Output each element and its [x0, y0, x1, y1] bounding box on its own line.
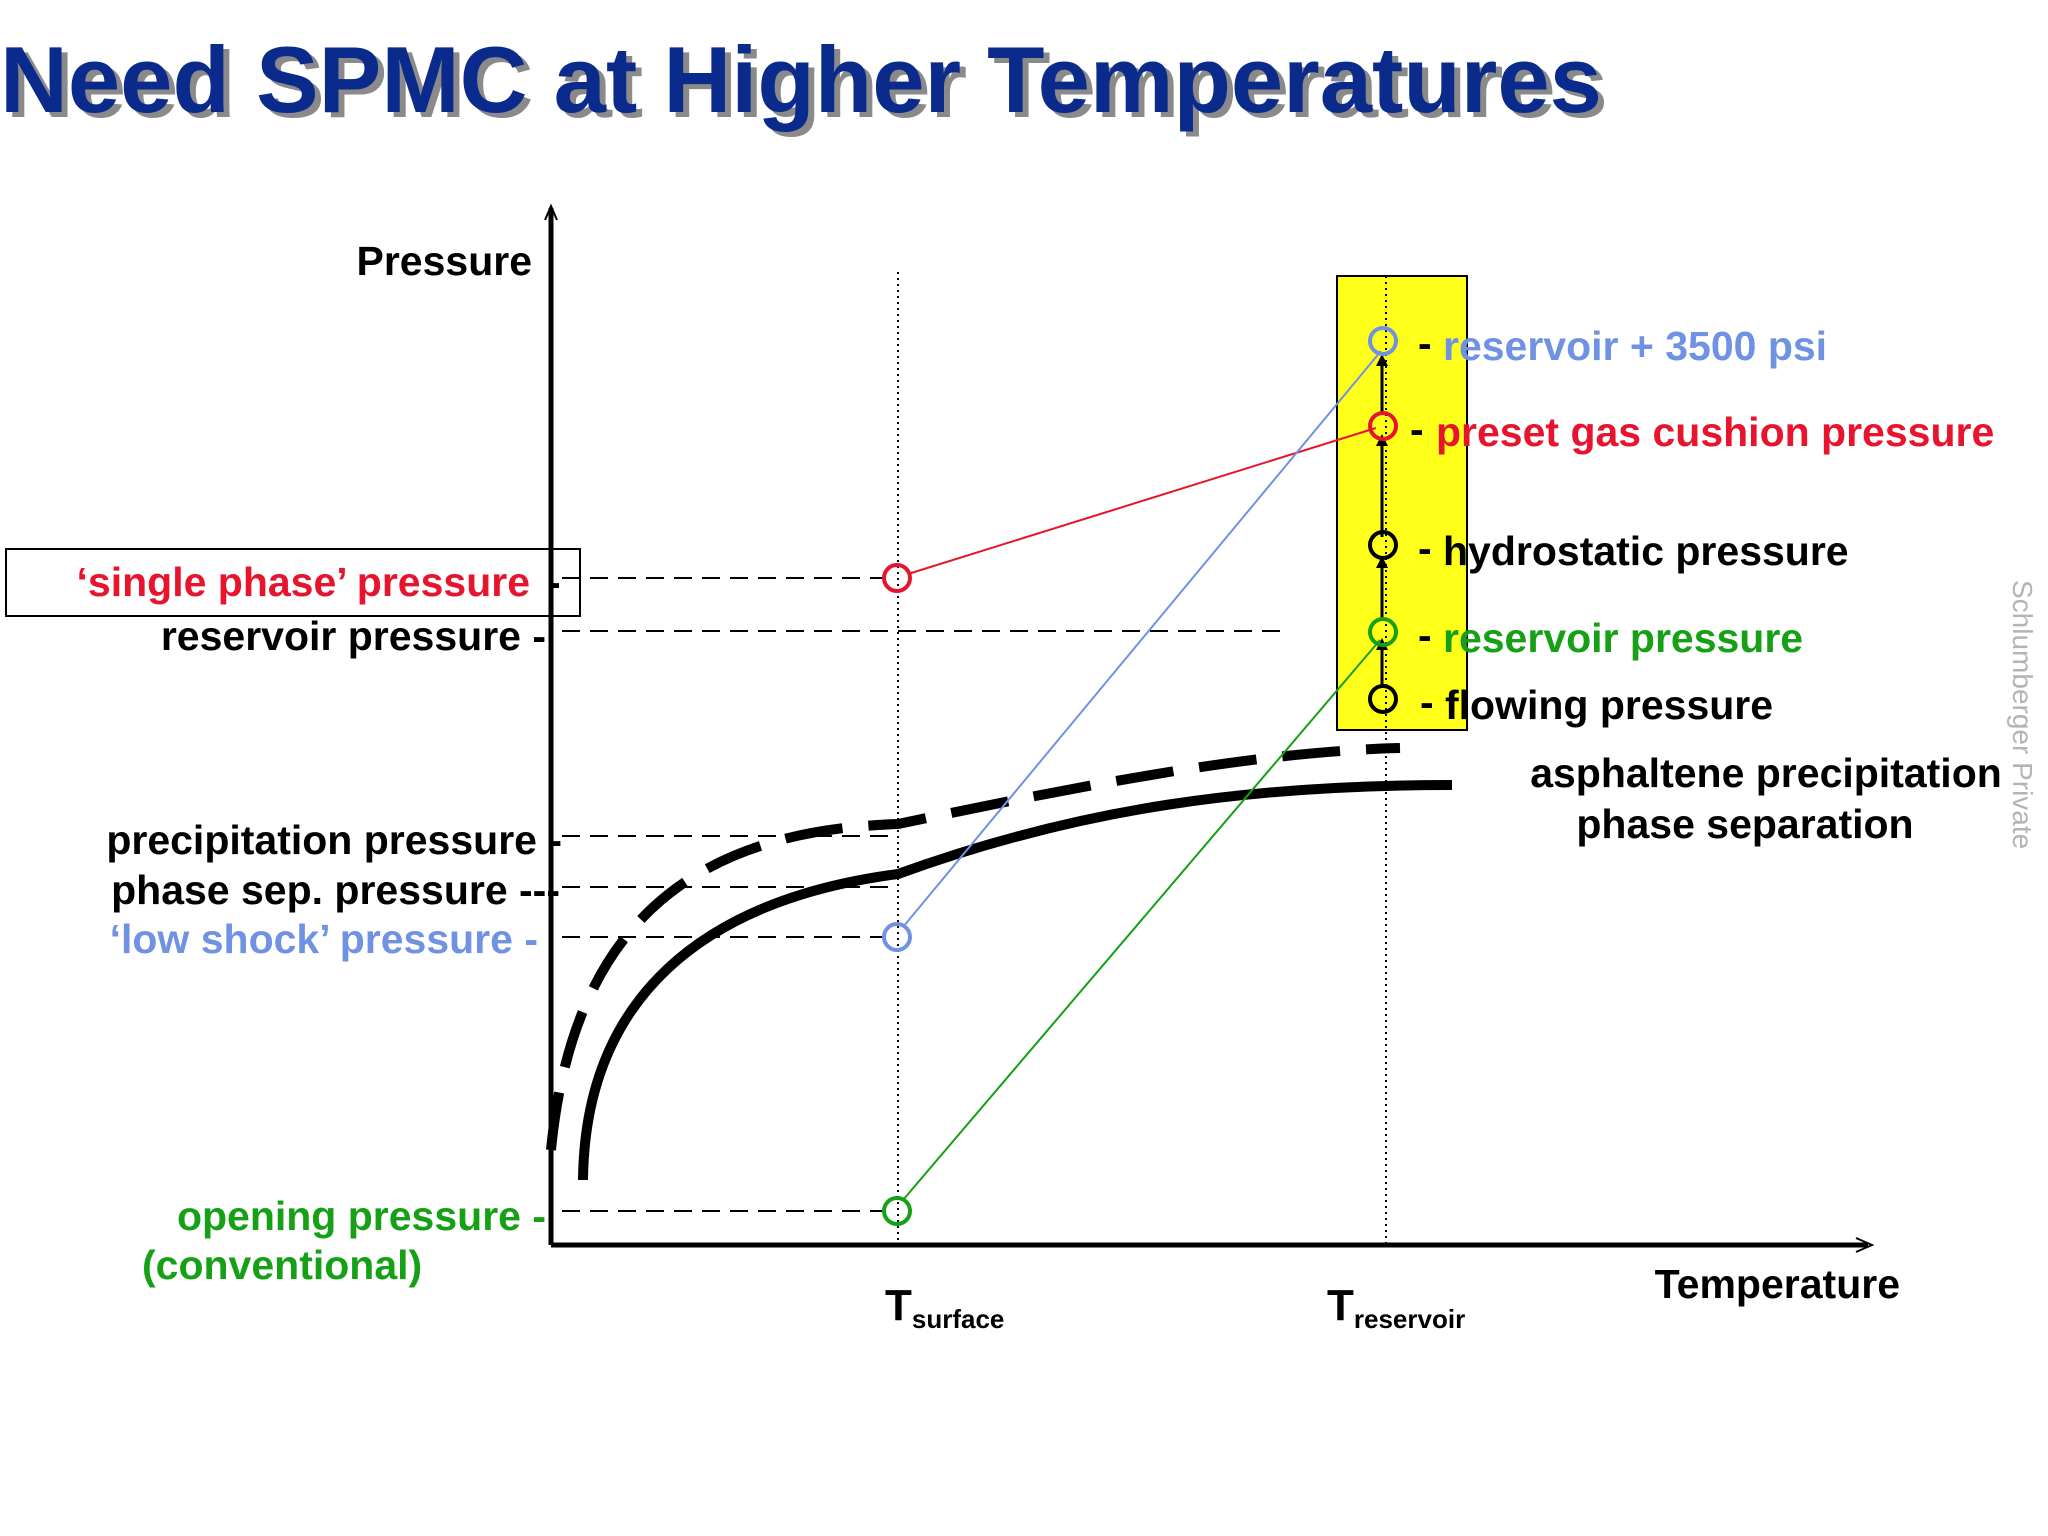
y-axis-arrow-icon	[544, 203, 558, 221]
x-axis-arrow-icon	[1855, 1237, 1875, 1253]
opening-pressure-conventional-label: (conventional)	[142, 1242, 422, 1288]
flowing-dash: -	[1420, 679, 1434, 725]
preset-gas-marker	[1368, 411, 1398, 441]
t-surface-label: Tsurface	[885, 1281, 1004, 1334]
hydrostatic-dash: -	[1418, 525, 1432, 571]
t-surface-sub: surface	[912, 1304, 1005, 1334]
opening-marker	[882, 1196, 912, 1226]
preset-gas-dash: -	[1410, 406, 1424, 452]
single-phase-label-box	[5, 548, 581, 617]
hydrostatic-marker	[1368, 530, 1398, 560]
page-title: Need SPMC at Higher Temperatures	[0, 27, 1602, 132]
reservoir-highlight-box	[1336, 275, 1468, 731]
reservoir-right-label: reservoir pressure	[1443, 615, 1803, 661]
x-axis-label: Temperature	[1655, 1261, 1900, 1307]
reservoir-marker	[1368, 617, 1398, 647]
hydrostatic-label: hydrostatic pressure	[1443, 528, 1849, 574]
phase-separation-label: phase separation	[1576, 801, 1913, 847]
phase-sep-pressure-label: phase sep. pressure ---	[111, 867, 560, 913]
y-axis-label: Pressure	[356, 238, 532, 284]
t-reservoir-sub: reservoir	[1354, 1304, 1465, 1334]
reservoir-3500-dash: -	[1418, 320, 1432, 366]
flowing-label: flowing pressure	[1445, 682, 1773, 728]
page-title-shadow: Need SPMC at Higher Temperatures	[6, 32, 1608, 137]
flowing-marker	[1368, 684, 1398, 714]
asphaltene-precipitation-label: asphaltene precipitation	[1530, 750, 2002, 796]
single-phase-marker	[882, 563, 912, 593]
opening-pressure-label: opening pressure -	[177, 1193, 546, 1239]
reservoir-right-dash: -	[1418, 612, 1432, 658]
single-phase-label: ‘single phase’ pressure	[77, 559, 530, 605]
low-shock-marker	[882, 922, 912, 952]
low-shock-pressure-label: ‘low shock’ pressure -	[110, 916, 538, 962]
reservoir-3500-marker	[1368, 326, 1398, 356]
single-phase-dash: -	[547, 559, 561, 605]
green-connector-line	[902, 639, 1381, 1201]
preset-gas-label: preset gas cushion pressure	[1436, 409, 1994, 455]
precipitation-pressure-label: precipitation pressure -	[106, 817, 562, 863]
reservoir-3500-label: reservoir + 3500 psi	[1443, 323, 1827, 369]
red-connector-line	[907, 427, 1377, 575]
t-reservoir-main: T	[1327, 1281, 1354, 1330]
asphaltene-precipitation-curve	[546, 743, 1401, 1151]
reservoir-pressure-left-label: reservoir pressure -	[161, 613, 546, 659]
t-surface-main: T	[885, 1281, 912, 1330]
t-reservoir-label: Treservoir	[1327, 1281, 1465, 1334]
watermark: Schlumberger Private	[2007, 580, 2038, 849]
phase-separation-curve	[578, 780, 1453, 1181]
blue-connector-line	[902, 350, 1382, 928]
